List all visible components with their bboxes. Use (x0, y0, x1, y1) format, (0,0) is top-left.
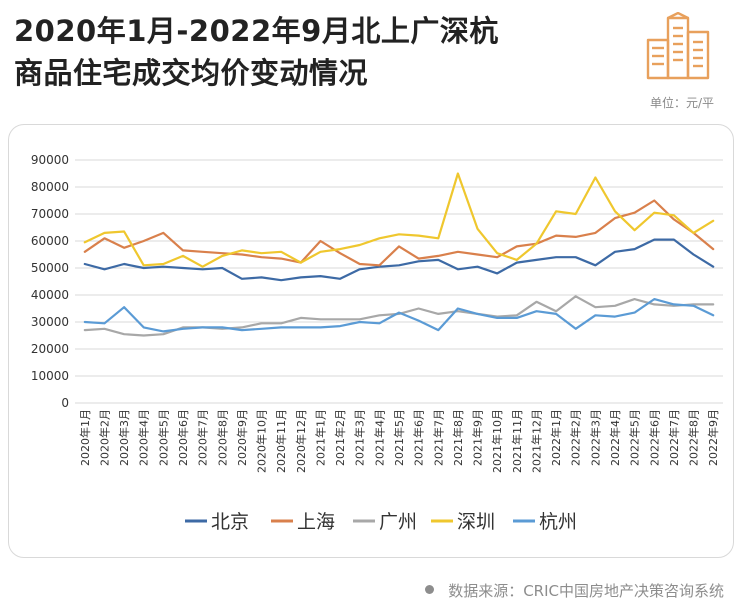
x-tick-label: 2022年2月 (569, 409, 583, 466)
y-tick-label: 60000 (31, 234, 69, 248)
x-tick-label: 2021年7月 (431, 409, 445, 466)
y-tick-label: 50000 (31, 261, 69, 275)
y-tick-label: 40000 (31, 288, 69, 302)
y-tick-label: 80000 (31, 180, 69, 194)
x-tick-label: 2021年11月 (510, 409, 524, 473)
x-tick-label: 2020年8月 (215, 409, 229, 466)
x-tick-label: 2020年4月 (137, 409, 151, 466)
series-line-0 (83, 238, 715, 282)
x-tick-label: 2022年3月 (588, 409, 602, 466)
legend-label: 广州 (379, 511, 417, 533)
x-tick-label: 2022年8月 (687, 409, 701, 466)
x-tick-label: 2022年7月 (667, 409, 681, 466)
x-tick-label: 2021年12月 (529, 409, 543, 473)
chart-title: 2020年1月-2022年9月北上广深杭 商品住宅成交均价变动情况 (14, 10, 499, 94)
legend-label: 上海 (297, 511, 335, 533)
x-tick-label: 2022年9月 (706, 409, 720, 466)
x-tick-label: 2022年1月 (549, 409, 563, 466)
building-logo-icon (646, 12, 710, 80)
chart-panel: 0 10000 20000 30000 40000 50000 60000 70000 8000… (8, 124, 734, 558)
line-chart: 0 10000 20000 30000 40000 50000 60000 70000 8000… (31, 153, 723, 533)
series-line-4 (83, 298, 715, 333)
legend-label: 北京 (211, 511, 249, 533)
x-tick-label: 2020年7月 (196, 409, 210, 466)
x-tick-label: 2020年11月 (274, 409, 288, 473)
title-line-2: 商品住宅成交均价变动情况 (14, 56, 369, 90)
y-tick-label: 10000 (31, 369, 69, 383)
title-line-1: 2020年1月-2022年9月北上广深杭 (14, 14, 499, 48)
y-tick-label: 70000 (31, 207, 69, 221)
series-line-1 (83, 199, 715, 267)
x-tick-label: 2020年10月 (255, 409, 269, 473)
bullet-icon (425, 585, 435, 594)
x-tick-label: 2020年12月 (294, 409, 308, 473)
y-tick-label: 0 (61, 396, 69, 410)
x-tick-label: 2021年10月 (490, 409, 504, 473)
series-line-3 (83, 172, 715, 268)
x-tick-label: 2021年1月 (313, 409, 327, 466)
data-source-text: 数据来源：CRIC中国房地产决策咨询系统 (448, 582, 724, 600)
x-tick-label: 2020年6月 (176, 409, 190, 466)
x-tick-label: 2022年6月 (647, 409, 661, 466)
x-tick-label: 2021年8月 (451, 409, 465, 466)
y-tick-label: 30000 (31, 315, 69, 329)
x-tick-label: 2022年4月 (608, 409, 622, 466)
x-tick-label: 2021年3月 (353, 409, 367, 466)
legend-label: 杭州 (539, 511, 577, 533)
x-tick-label: 2020年2月 (97, 409, 111, 466)
unit-label: 单位：元/平 (649, 96, 714, 110)
y-tick-label: 20000 (31, 342, 69, 356)
x-tick-label: 2020年3月 (117, 409, 131, 466)
legend-label: 深圳 (457, 511, 495, 533)
x-tick-label: 2021年9月 (471, 409, 485, 466)
x-tick-label: 2021年4月 (372, 409, 386, 466)
x-tick-label: 2021年5月 (392, 409, 406, 466)
x-tick-label: 2020年9月 (235, 409, 249, 466)
x-tick-label: 2020年1月 (78, 409, 92, 466)
y-tick-label: 90000 (31, 153, 69, 167)
x-tick-label: 2020年5月 (156, 409, 170, 466)
x-tick-label: 2021年6月 (412, 409, 426, 466)
data-source: 数据来源：CRIC中国房地产决策咨询系统 (425, 580, 724, 601)
x-tick-label: 2021年2月 (333, 409, 347, 466)
x-tick-label: 2022年5月 (628, 409, 642, 466)
